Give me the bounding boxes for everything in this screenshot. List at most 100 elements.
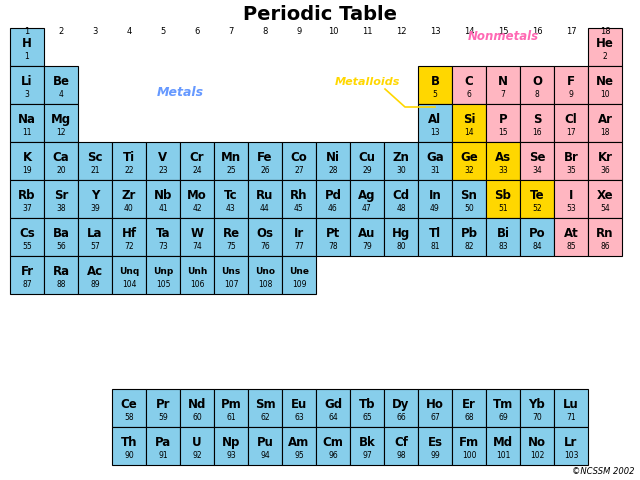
Bar <box>452 427 486 465</box>
Text: 56: 56 <box>56 242 66 251</box>
Text: 18: 18 <box>600 27 611 36</box>
Text: 65: 65 <box>362 413 372 422</box>
Text: 13: 13 <box>429 27 440 36</box>
Bar <box>112 256 146 294</box>
Text: Uno: Uno <box>255 267 275 276</box>
Text: Une: Une <box>289 267 309 276</box>
Bar <box>520 66 554 104</box>
Bar <box>452 218 486 256</box>
Bar <box>350 180 384 218</box>
Bar <box>418 66 452 104</box>
Bar <box>486 66 520 104</box>
Bar <box>418 389 452 427</box>
Text: 23: 23 <box>158 166 168 175</box>
Text: ©NCSSM 2002: ©NCSSM 2002 <box>573 468 635 477</box>
Text: Zr: Zr <box>122 189 136 202</box>
Text: Be: Be <box>52 75 70 88</box>
Text: 42: 42 <box>192 204 202 213</box>
Bar <box>282 389 316 427</box>
Text: 38: 38 <box>56 204 66 213</box>
Text: 9: 9 <box>568 90 573 99</box>
Bar <box>180 180 214 218</box>
Bar <box>316 389 350 427</box>
Text: Te: Te <box>530 189 544 202</box>
Text: 17: 17 <box>566 27 576 36</box>
Text: Rh: Rh <box>291 189 308 202</box>
Text: 91: 91 <box>158 451 168 460</box>
Text: 75: 75 <box>226 242 236 251</box>
Text: 96: 96 <box>328 451 338 460</box>
Text: 9: 9 <box>296 27 301 36</box>
Text: Metals: Metals <box>156 85 204 98</box>
Text: Lu: Lu <box>563 398 579 411</box>
Bar <box>44 104 78 142</box>
Text: C: C <box>465 75 474 88</box>
Text: Md: Md <box>493 436 513 449</box>
Text: Cu: Cu <box>358 151 376 164</box>
Text: 4: 4 <box>126 27 132 36</box>
Text: Pa: Pa <box>155 436 171 449</box>
Text: Yb: Yb <box>529 398 545 411</box>
Text: 21: 21 <box>90 166 100 175</box>
Bar <box>214 389 248 427</box>
Bar <box>588 180 622 218</box>
Text: 103: 103 <box>564 451 579 460</box>
Bar <box>350 427 384 465</box>
Text: 37: 37 <box>22 204 32 213</box>
Text: 80: 80 <box>396 242 406 251</box>
Text: 36: 36 <box>600 166 610 175</box>
Text: 15: 15 <box>498 27 508 36</box>
Bar <box>214 218 248 256</box>
Text: 97: 97 <box>362 451 372 460</box>
Text: Unp: Unp <box>153 267 173 276</box>
Text: I: I <box>569 189 573 202</box>
Text: 31: 31 <box>430 166 440 175</box>
Text: 22: 22 <box>124 166 134 175</box>
Bar <box>554 142 588 180</box>
Text: 10: 10 <box>328 27 339 36</box>
Bar <box>44 142 78 180</box>
Bar <box>384 389 418 427</box>
Text: Si: Si <box>463 113 476 126</box>
Text: Ra: Ra <box>52 264 70 278</box>
Text: 28: 28 <box>328 166 338 175</box>
Bar <box>520 218 554 256</box>
Text: Pt: Pt <box>326 227 340 240</box>
Text: 32: 32 <box>464 166 474 175</box>
Bar <box>452 389 486 427</box>
Bar <box>180 142 214 180</box>
Text: 26: 26 <box>260 166 270 175</box>
Text: Hf: Hf <box>122 227 136 240</box>
Text: 50: 50 <box>464 204 474 213</box>
Bar <box>10 218 44 256</box>
Bar <box>316 142 350 180</box>
Text: Es: Es <box>428 436 442 449</box>
Text: Ir: Ir <box>294 227 304 240</box>
Bar <box>384 180 418 218</box>
Text: 7: 7 <box>228 27 234 36</box>
Bar <box>180 427 214 465</box>
Bar <box>180 256 214 294</box>
Bar <box>452 66 486 104</box>
Text: Eu: Eu <box>291 398 307 411</box>
Text: 74: 74 <box>192 242 202 251</box>
Text: 16: 16 <box>532 27 542 36</box>
Text: Pb: Pb <box>461 227 477 240</box>
Text: 73: 73 <box>158 242 168 251</box>
Text: Y: Y <box>91 189 99 202</box>
Bar <box>180 218 214 256</box>
Text: Po: Po <box>529 227 545 240</box>
Bar <box>316 427 350 465</box>
Text: 27: 27 <box>294 166 304 175</box>
Text: Rb: Rb <box>19 189 36 202</box>
Text: Kr: Kr <box>598 151 612 164</box>
Text: 12: 12 <box>56 128 66 137</box>
Bar <box>146 389 180 427</box>
Bar <box>248 427 282 465</box>
Text: Xe: Xe <box>596 189 613 202</box>
Text: Na: Na <box>18 113 36 126</box>
Text: Gd: Gd <box>324 398 342 411</box>
Bar <box>486 427 520 465</box>
Text: 85: 85 <box>566 242 576 251</box>
Text: Pr: Pr <box>156 398 170 411</box>
